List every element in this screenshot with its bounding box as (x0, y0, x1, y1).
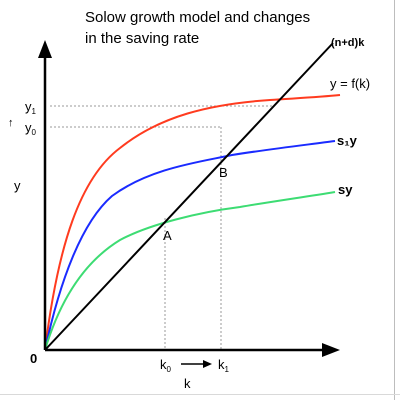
y0-letter: y (25, 120, 32, 135)
k1-subscript: 1 (225, 365, 230, 374)
axes (38, 40, 340, 357)
point-a-label: A (163, 228, 172, 243)
point-b-label: B (219, 165, 228, 180)
y0-subscript: 0 (32, 128, 37, 137)
right-arrow-icon (181, 360, 212, 368)
guide-lines (50, 105, 272, 350)
up-arrow-icon: ↑ (8, 117, 14, 129)
origin-label: 0 (30, 351, 37, 366)
title-line-1: Solow growth model and changes (85, 9, 310, 26)
break-even-line (44, 42, 334, 351)
y1-label: y1 (25, 99, 37, 116)
production-curve (44, 94, 341, 351)
k1-letter: k (218, 357, 225, 372)
k1-label: k1 (218, 357, 230, 374)
x-axis-label: k (184, 376, 191, 391)
break-even-label: (n+d)k (331, 37, 365, 49)
k0-letter: k (160, 357, 167, 372)
y0-label: y0 (25, 120, 37, 137)
frame-bottom-border (0, 394, 400, 395)
savings-new-curve (44, 140, 336, 351)
y1-letter: y (25, 99, 32, 114)
savings-new-label: s₁y (337, 133, 358, 148)
y-axis-arrow (38, 40, 52, 58)
title-line-2: in the saving rate (85, 30, 199, 47)
x-axis-arrow (322, 343, 340, 357)
y-axis-label: y (14, 178, 21, 193)
k0-subscript: 0 (167, 365, 172, 374)
k0-label: k0 (160, 357, 172, 374)
savings-old-label: sy (338, 182, 353, 197)
y1-subscript: 1 (32, 107, 37, 116)
savings-old-curve (44, 191, 336, 351)
frame-right-border (394, 0, 395, 400)
production-label: y = f(k) (330, 76, 370, 91)
